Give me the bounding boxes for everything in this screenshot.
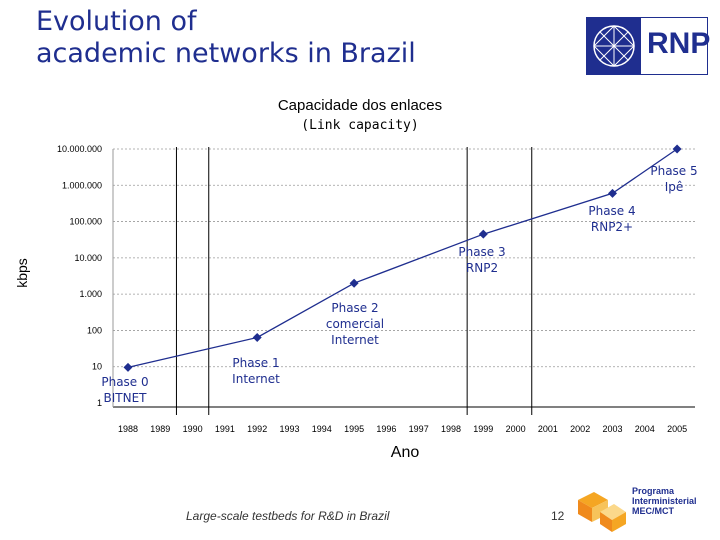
data-point-marker	[478, 229, 488, 239]
data-point-marker	[252, 332, 262, 342]
phase-annotation: comercial	[326, 317, 384, 331]
x-tick-label: 1991	[215, 424, 235, 434]
rnp-logo: RNP	[586, 17, 711, 75]
x-tick-label: 1990	[183, 424, 203, 434]
phase-annotation: Phase 3	[458, 245, 505, 259]
x-tick-label: 2005	[667, 424, 687, 434]
program-logo-line: Interministerial	[632, 496, 697, 506]
x-tick-label: 1996	[376, 424, 396, 434]
x-tick-label: 2001	[538, 424, 558, 434]
x-tick-label: 1999	[473, 424, 493, 434]
x-tick-label: 2002	[570, 424, 590, 434]
rnp-globe-icon	[587, 18, 641, 74]
slide-title-line-2: academic networks in Brazil	[36, 38, 416, 69]
data-point-marker	[123, 362, 133, 372]
phase-annotation: RNP2	[466, 261, 498, 275]
phase-annotation: RNP2+	[591, 220, 633, 234]
phase-annotation: BITNET	[104, 391, 148, 405]
x-tick-label: 1992	[247, 424, 267, 434]
x-tick-label: 2003	[602, 424, 622, 434]
y-tick-label: 1.000	[79, 289, 102, 299]
x-tick-label: 2004	[635, 424, 655, 434]
phase-annotation: Phase 4	[588, 204, 635, 218]
x-tick-label: 1993	[279, 424, 299, 434]
program-logo-icon	[578, 492, 626, 532]
page-number: 12	[551, 509, 565, 523]
program-logo-text: Programa Interministerial MEC/MCT	[632, 486, 697, 516]
x-tick-label: 1997	[409, 424, 429, 434]
program-logo-line: MEC/MCT	[632, 506, 674, 516]
y-tick-label: 10.000	[74, 253, 102, 263]
x-axis-label: Ano	[390, 444, 420, 461]
chart-title: Capacidade dos enlaces	[277, 97, 443, 114]
y-tick-label: 10.000.000	[57, 144, 102, 154]
y-tick-label: 100.000	[69, 217, 102, 227]
phase-annotation: Internet	[331, 333, 379, 347]
phase-annotation: Phase 2	[331, 301, 378, 315]
rnp-logo-text: RNP	[647, 27, 711, 60]
phase-annotation: Phase 1	[232, 356, 279, 370]
slide-title-line-1: Evolution of	[36, 6, 197, 37]
x-tick-label: 1998	[441, 424, 461, 434]
x-tick-label: 1989	[150, 424, 170, 434]
x-tick-label: 1995	[344, 424, 364, 434]
slide-title: Evolution of academic networks in Brazil	[36, 6, 416, 70]
phase-annotation: Phase 5	[650, 164, 697, 178]
phase-annotation: Internet	[232, 372, 280, 386]
phase-annotation: Phase 0	[101, 375, 148, 389]
data-point-marker	[349, 278, 359, 288]
x-tick-label: 1988	[118, 424, 138, 434]
y-tick-label: 1	[97, 398, 102, 408]
program-logo: Programa Interministerial MEC/MCT	[574, 484, 720, 534]
data-point-marker	[608, 188, 617, 198]
y-tick-label: 100	[87, 325, 102, 335]
data-point-marker	[672, 144, 682, 154]
x-tick-label: 1994	[312, 424, 332, 434]
y-tick-label: 1.000.000	[62, 180, 102, 190]
footer-text: Large-scale testbeds for R&D in Brazil	[186, 509, 390, 523]
y-tick-label: 10	[92, 362, 102, 372]
series-line	[127, 148, 678, 369]
x-tick-label: 2000	[506, 424, 526, 434]
chart-subtitle: (Link capacity)	[301, 118, 419, 133]
program-logo-line: Programa	[632, 486, 675, 496]
phase-annotation: Ipê	[665, 180, 684, 194]
